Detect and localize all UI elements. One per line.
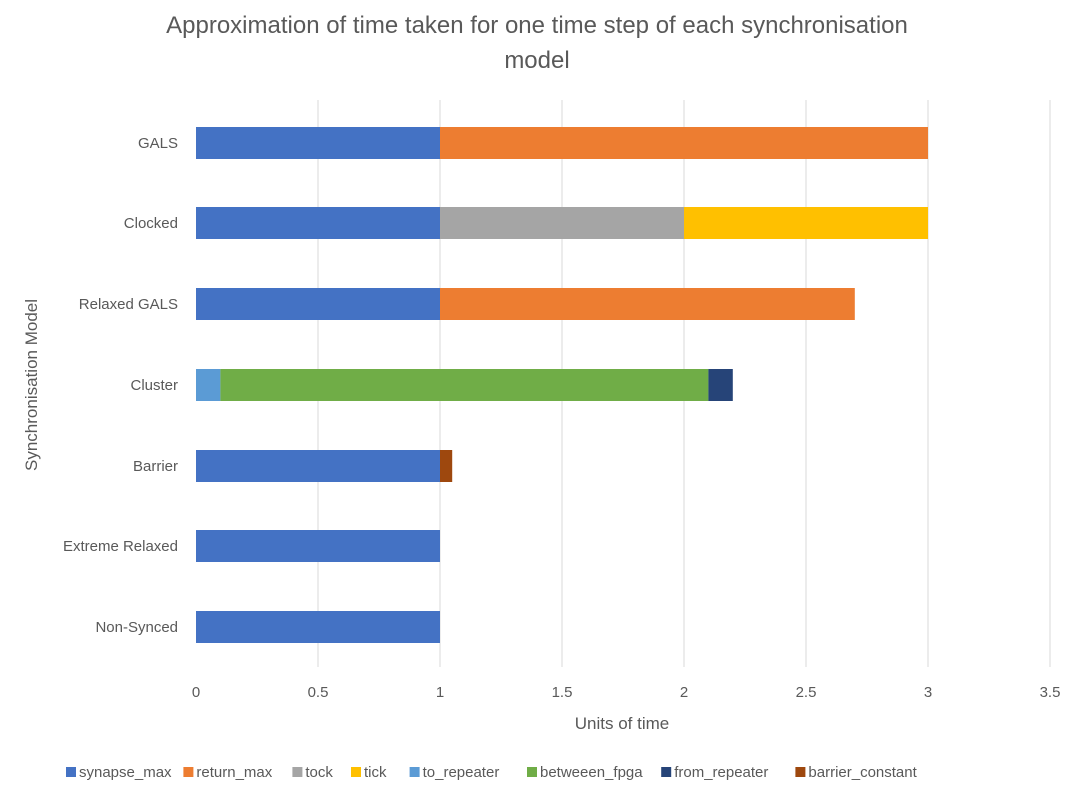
bars [196,127,928,643]
legend-label: tock [305,764,333,781]
legend-swatch [409,767,420,777]
bar-segment [440,127,928,159]
x-tick-label: 1.5 [552,684,573,701]
category-label: Relaxed GALS [79,296,178,313]
bar-segment [684,207,928,239]
category-label: GALS [138,135,178,152]
legend-label: to_repeater [423,764,500,781]
chart-title-line-2: model [504,47,569,74]
bar-segment [440,450,453,482]
bar-segment [196,207,440,239]
x-tick-label: 3 [924,684,932,701]
category-label: Non-Synced [95,619,178,636]
legend-label: betweeen_fpga [540,764,643,781]
x-tick-label: 2 [680,684,688,701]
x-tick-label: 0 [192,684,200,701]
chart-title-line-1: Approximation of time taken for one time… [166,12,908,39]
bar-segment [196,288,440,320]
bar-segment [196,450,440,482]
legend-label: synapse_max [79,764,172,781]
category-label: Clocked [124,215,178,232]
bar-segment [220,369,709,401]
bar-segment [196,127,440,159]
legend-swatch [351,767,361,777]
legend-label: barrier_constant [808,764,917,781]
x-tick-label: 3.5 [1040,684,1061,701]
bar-segment [440,207,684,239]
x-tick-label: 2.5 [796,684,817,701]
legend-swatch [795,767,806,777]
x-axis-label: Units of time [575,714,669,733]
y-axis-label: Synchronisation Model [22,299,41,471]
bar-segment [196,611,440,643]
category-label: Cluster [130,377,178,394]
x-tick-label: 1 [436,684,444,701]
category-label: Barrier [133,458,178,475]
legend-swatch [66,767,76,777]
legend-label: tick [364,764,387,781]
x-tick-label: 0.5 [308,684,329,701]
bar-segment [708,369,733,401]
legend-label: return_max [196,764,272,781]
category-label: Extreme Relaxed [63,538,178,555]
legend-swatch [527,767,537,777]
bar-segment [196,530,440,562]
legend-swatch [661,767,672,777]
legend-swatch [292,767,303,777]
bar-segment [440,288,855,320]
legend-swatch [183,767,194,777]
x-tick-labels: 0 0.5 1 1.5 2 2.5 3 3.5 [192,684,1061,701]
bar-segment [196,369,221,401]
legend-label: from_repeater [674,764,768,781]
category-labels: GALS Clocked Relaxed GALS Cluster Barrier Ext… [63,135,178,636]
legend: synapse_max return_max tock tick to_repeater… [66,764,918,781]
